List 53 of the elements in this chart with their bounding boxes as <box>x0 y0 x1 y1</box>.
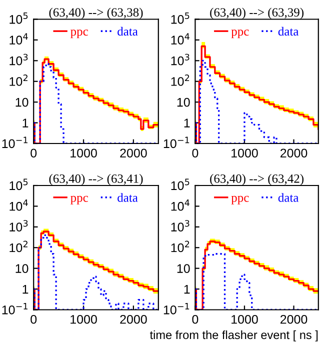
x-tick-label: 1000 <box>232 148 258 158</box>
x-tick-label: 0 <box>192 148 198 158</box>
y-tick-label: 10$^{3}$ <box>10 54 28 66</box>
y-tick-label: 10$^{−1}$ <box>164 303 190 314</box>
y-tick-label: 1 <box>184 118 190 128</box>
x-tick-label: 1000 <box>70 314 97 324</box>
y-tick-label: 1 <box>22 118 28 128</box>
y-tick-label: 1 <box>22 284 28 294</box>
x-tick-label: 1000 <box>232 314 258 324</box>
x-tick-label: 0 <box>192 314 198 324</box>
x-tick-label: 2000 <box>280 148 308 158</box>
y-tick-label: 10$^{4}$ <box>171 33 190 45</box>
y-tick-label: 10$^{3}$ <box>10 220 28 232</box>
x-tick-label: 1000 <box>70 148 97 158</box>
y-tick-label: 10$^{4}$ <box>10 33 28 45</box>
legend-label: data <box>278 193 299 202</box>
y-tick-label: 10$^{5}$ <box>171 178 190 190</box>
text: ppc <box>231 30 249 38</box>
y-tick-label: 10$^{5}$ <box>171 12 190 24</box>
y-tick-label: 10 <box>16 264 28 273</box>
chart-title: (63,40) --> (63,42) <box>210 174 304 186</box>
x-axis-title: time from the flasher event [ ns ] <box>150 330 318 342</box>
legend-label: data <box>118 26 138 36</box>
legend-label: data <box>278 26 299 36</box>
y-tick-label: 10$^{2}$ <box>171 74 190 86</box>
y-tick-label: 10$^{−1}$ <box>2 303 28 314</box>
y-tick-label: 10$^{5}$ <box>10 12 28 24</box>
chart-title: (63,40) --> (63,41) <box>49 174 143 186</box>
y-tick-label: 10$^{−1}$ <box>164 136 190 148</box>
x-tick-label: 2000 <box>280 314 308 324</box>
y-tick-label: 10 <box>177 98 190 107</box>
y-tick-label: 10 <box>177 264 190 273</box>
y-tick-label: 10$^{2}$ <box>171 240 190 252</box>
y-tick-label: 10$^{5}$ <box>10 178 28 190</box>
x-tick-label: 0 <box>30 314 37 324</box>
chart-title: (63,40) --> (63,39) <box>210 8 304 20</box>
y-tick-label: 10$^{4}$ <box>10 199 28 211</box>
y-tick-label: 10$^{2}$ <box>10 240 28 252</box>
legend-label: ppc <box>70 30 88 38</box>
y-tick-label: 10$^{2}$ <box>10 74 28 86</box>
y-tick-label: 10$^{3}$ <box>171 54 190 66</box>
x-tick-label: 2000 <box>120 148 147 158</box>
y-tick-label: 10$^{−1}$ <box>2 136 28 148</box>
y-tick-label: 10$^{3}$ <box>171 220 190 232</box>
chart-title: (63,40) --> (63,38) <box>49 8 143 20</box>
text: ppc <box>231 196 249 204</box>
x-tick-label: 2000 <box>120 314 147 324</box>
legend-label: ppc <box>70 196 88 204</box>
y-tick-label: 10 <box>16 98 28 107</box>
x-tick-label: 0 <box>30 148 37 158</box>
legend-label: data <box>118 193 138 202</box>
y-tick-label: 10$^{4}$ <box>171 199 190 211</box>
y-tick-label: 1 <box>184 284 190 294</box>
